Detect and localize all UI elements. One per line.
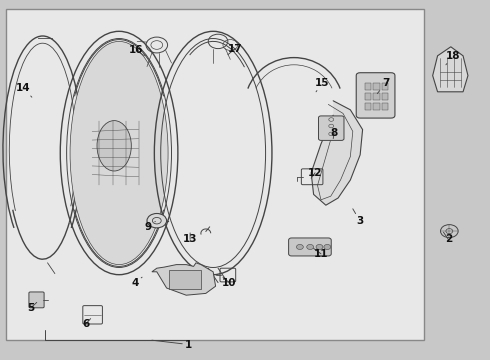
Bar [373, 103, 380, 110]
Text: 5: 5 [27, 302, 37, 313]
Text: 10: 10 [222, 277, 237, 288]
Bar [382, 93, 388, 100]
Bar [382, 103, 388, 110]
Circle shape [147, 213, 167, 228]
Circle shape [324, 244, 331, 249]
Circle shape [316, 244, 323, 249]
Text: 12: 12 [308, 168, 322, 178]
Circle shape [296, 244, 303, 249]
Polygon shape [433, 47, 468, 92]
Text: 1: 1 [152, 339, 192, 350]
Text: 3: 3 [353, 209, 364, 226]
Bar [169, 270, 201, 289]
Bar [365, 103, 371, 110]
Text: 15: 15 [315, 78, 330, 92]
Text: 7: 7 [377, 78, 390, 94]
Text: 4: 4 [131, 277, 142, 288]
Text: 13: 13 [183, 233, 197, 244]
Text: 16: 16 [129, 45, 145, 56]
Polygon shape [311, 101, 363, 205]
Circle shape [307, 244, 314, 249]
Ellipse shape [70, 41, 168, 265]
Text: 17: 17 [228, 44, 243, 55]
Text: 6: 6 [82, 319, 91, 329]
FancyBboxPatch shape [318, 116, 344, 140]
Bar [373, 93, 380, 100]
Text: 14: 14 [16, 83, 32, 97]
Text: 18: 18 [446, 51, 461, 65]
Bar [365, 93, 371, 100]
Bar [373, 83, 380, 90]
FancyBboxPatch shape [356, 73, 395, 118]
Text: 11: 11 [314, 248, 328, 259]
Bar [382, 83, 388, 90]
Polygon shape [152, 263, 216, 295]
Ellipse shape [97, 121, 131, 171]
Text: 8: 8 [331, 128, 338, 139]
Text: 2: 2 [443, 232, 452, 244]
FancyBboxPatch shape [289, 238, 331, 256]
Text: 9: 9 [145, 221, 155, 232]
Bar [365, 83, 371, 90]
FancyBboxPatch shape [29, 292, 44, 308]
Bar [6, 9, 424, 340]
